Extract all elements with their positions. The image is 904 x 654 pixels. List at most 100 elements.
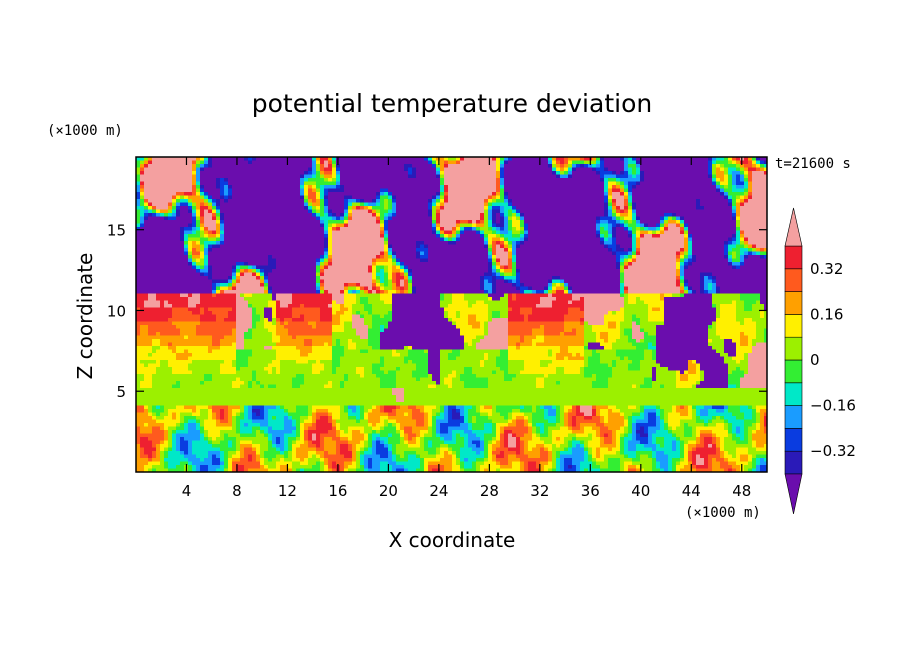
field-cell <box>236 213 240 217</box>
field-cell <box>520 245 524 249</box>
field-cell <box>300 161 304 165</box>
field-cell <box>580 220 584 224</box>
field-cell <box>428 189 432 193</box>
field-cell <box>176 262 180 266</box>
field-cell <box>388 248 392 252</box>
field-cell <box>728 224 732 228</box>
field-cell <box>432 220 436 224</box>
field-cell <box>264 185 268 189</box>
field-cell <box>304 234 308 238</box>
field-cell <box>488 182 492 186</box>
field-cell <box>644 196 648 200</box>
field-cell <box>688 248 692 252</box>
field-cell <box>584 203 588 207</box>
field-cell <box>460 266 464 270</box>
field-cell <box>168 252 172 256</box>
field-cell <box>588 255 592 259</box>
field-cell <box>192 252 196 256</box>
field-cell <box>716 203 720 207</box>
field-cell <box>188 199 192 203</box>
field-cell <box>180 231 184 235</box>
field-cell <box>528 210 532 214</box>
field-cell <box>604 199 608 203</box>
field-cell <box>176 178 180 182</box>
field-cell <box>196 266 200 270</box>
field-cell <box>424 238 428 242</box>
field-cell <box>232 192 236 196</box>
field-cell <box>544 199 548 203</box>
field-cell <box>540 175 544 179</box>
field-cell <box>404 245 408 249</box>
field-cell <box>752 227 756 231</box>
field-cell <box>212 231 216 235</box>
field-cell <box>332 185 336 189</box>
field-cell <box>676 224 680 228</box>
field-cell <box>696 203 700 207</box>
field-cell <box>640 171 644 175</box>
field-cell <box>604 168 608 172</box>
field-cell <box>672 227 676 231</box>
field-cell <box>404 182 408 186</box>
field-cell <box>688 203 692 207</box>
field-cell <box>392 255 396 259</box>
field-cell <box>432 171 436 175</box>
field-cell <box>328 213 332 217</box>
field-cell <box>328 199 332 203</box>
field-cell <box>296 248 300 252</box>
field-cell <box>244 255 248 259</box>
field-cell <box>240 189 244 193</box>
field-cell <box>280 220 284 224</box>
field-cell <box>284 185 288 189</box>
field-cell <box>364 189 368 193</box>
field-cell <box>652 171 656 175</box>
field-cell <box>156 238 160 242</box>
field-cell <box>252 234 256 238</box>
field-cell <box>652 262 656 266</box>
field-cell <box>216 196 220 200</box>
field-cell <box>220 185 224 189</box>
field-cell <box>752 234 756 238</box>
field-cell <box>668 206 672 210</box>
field-cell <box>588 185 592 189</box>
field-cell <box>352 231 356 235</box>
field-cell <box>356 220 360 224</box>
field-cell <box>704 168 708 172</box>
field-cell <box>460 220 464 224</box>
field-cell <box>396 168 400 172</box>
field-cell <box>404 227 408 231</box>
field-cell <box>588 238 592 242</box>
field-cell <box>388 171 392 175</box>
field-cell <box>568 210 572 214</box>
field-cell <box>760 196 764 200</box>
field-cell <box>596 213 600 217</box>
field-cell <box>144 220 148 224</box>
field-cell <box>188 252 192 256</box>
field-cell <box>332 171 336 175</box>
field-cell <box>240 252 244 256</box>
field-cell <box>340 262 344 266</box>
field-cell <box>648 192 652 196</box>
field-cell <box>200 196 204 200</box>
field-cell <box>336 199 340 203</box>
field-cell <box>472 210 476 214</box>
field-cell <box>496 178 500 182</box>
field-cell <box>736 238 740 242</box>
field-cell <box>444 178 448 182</box>
field-cell <box>244 199 248 203</box>
field-cell <box>480 220 484 224</box>
field-cell <box>564 178 568 182</box>
field-cell <box>468 175 472 179</box>
field-cell <box>384 227 388 231</box>
field-cell <box>312 171 316 175</box>
field-cell <box>528 248 532 252</box>
field-cell <box>460 234 464 238</box>
field-cell <box>488 210 492 214</box>
field-cell <box>628 210 632 214</box>
field-cell <box>444 252 448 256</box>
field-cell <box>524 192 528 196</box>
field-cell <box>456 213 460 217</box>
field-cell <box>640 199 644 203</box>
field-cell <box>188 241 192 245</box>
field-cell <box>432 192 436 196</box>
field-cell <box>632 206 636 210</box>
